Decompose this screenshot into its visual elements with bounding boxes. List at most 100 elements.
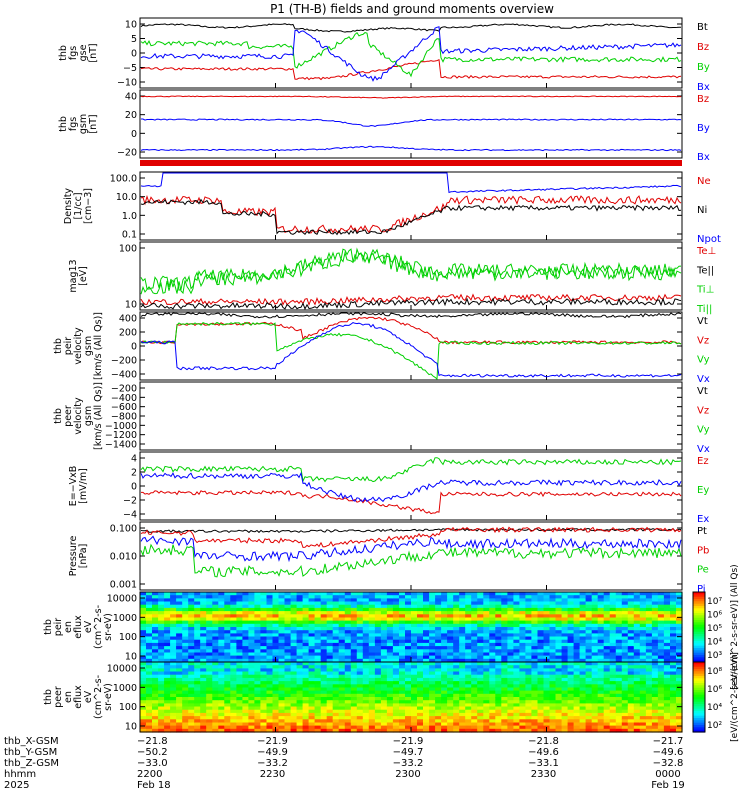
- legend-entry: Bx: [697, 82, 710, 93]
- colorbar-tick-label: 10⁷: [707, 597, 722, 607]
- legend-entry: Pt: [697, 526, 707, 537]
- legend-entry: Ey: [697, 485, 709, 496]
- status-bar: [140, 160, 682, 166]
- y-tick-label: −600: [111, 402, 137, 413]
- y-axis-label: peir: [53, 618, 64, 637]
- series-line: [140, 535, 682, 563]
- legend-entry: Bz: [697, 42, 709, 53]
- ephemeris-value: −32.8: [653, 758, 684, 769]
- y-tick-label: 10: [125, 652, 137, 663]
- ephemeris-value: −33.2: [393, 758, 424, 769]
- y-axis-label: gse: [78, 44, 89, 61]
- y-axis-label: gsm: [83, 336, 94, 356]
- legend-entry: Vt: [697, 386, 708, 397]
- legend-entry: Ex: [697, 514, 709, 525]
- panel-8: 10⁷ 10⁶ 10⁵ 10⁴ 10³ [eV/(cm^2-s-sr-eV)] (All …: [43, 564, 740, 689]
- y-tick-label: −4: [123, 510, 137, 521]
- y-tick-label: 100: [119, 244, 137, 255]
- y-axis-label: thb: [58, 45, 69, 61]
- y-axis-label: thb: [53, 408, 64, 424]
- y-axis-label: sr-eV): [103, 613, 114, 641]
- series-line: [140, 58, 682, 81]
- y-tick-label: 10.0: [116, 192, 137, 203]
- series-line: [141, 490, 682, 515]
- ephemeris-value: −49.6: [528, 747, 559, 758]
- y-axis-label: [km/s (All Qs)]: [93, 382, 104, 450]
- y-axis-label: sr-eV): [103, 683, 114, 711]
- y-tick-label: 100: [119, 702, 137, 713]
- ephemeris-value: 2300: [395, 769, 420, 780]
- legend-entry: Bz: [697, 94, 709, 105]
- y-axis-label: [nT]: [88, 114, 99, 133]
- colorbar-tick-label: 10⁶: [707, 685, 722, 695]
- y-tick-label: 0: [131, 49, 137, 60]
- y-tick-label: −1000: [105, 421, 137, 432]
- legend-entry: By: [697, 62, 710, 73]
- y-axis-label: mag13: [68, 259, 79, 292]
- legend-entry: Te||: [696, 265, 714, 276]
- ephemeris-value: −33.1: [528, 758, 559, 769]
- legend-entry: Pe: [697, 565, 709, 576]
- y-axis-label: [cm−3]: [83, 188, 94, 224]
- ephemeris-value: −49.9: [257, 747, 288, 758]
- y-tick-label: 10: [125, 20, 137, 31]
- series-line: [140, 198, 682, 236]
- y-axis-label: [nPa]: [78, 544, 89, 569]
- series-line: [140, 312, 682, 319]
- y-axis-label: [eV]: [78, 266, 89, 286]
- legend-entry: Vx: [697, 444, 710, 455]
- panel-3: 100 10 mag13 [eV] Te⊥ Te|| Ti⊥ Ti||: [68, 241, 716, 315]
- y-axis-label: peer: [53, 686, 64, 708]
- legend-entry: Bt: [697, 22, 708, 33]
- y-axis-label: [mV/m]: [78, 468, 89, 504]
- y-axis-label: gsm: [78, 114, 89, 134]
- ephemeris-value: −49.7: [393, 747, 424, 758]
- panel-0: 10 5 0 −5 −10 thb fgs gse [nT] Bt Bz By Bx: [58, 17, 710, 93]
- y-tick-label: −5: [123, 63, 137, 74]
- y-tick-label: 100.0: [110, 174, 137, 185]
- ephemeris-value: Feb 19: [651, 780, 685, 791]
- legend-entry: By: [697, 123, 710, 134]
- legend-entry: Vy: [697, 425, 710, 436]
- y-axis-label: en: [63, 621, 74, 633]
- y-tick-label: 0: [131, 129, 137, 140]
- colorbar-tick-label: 10⁶: [707, 611, 722, 621]
- y-axis-label: thb: [43, 619, 54, 635]
- series-line: [140, 31, 682, 78]
- y-axis-label: thb: [53, 338, 64, 354]
- series-line: [140, 172, 682, 194]
- y-tick-label: −400: [111, 393, 137, 404]
- y-tick-label: −1200: [105, 430, 137, 441]
- series-line: [140, 543, 682, 578]
- series-line: [140, 471, 682, 503]
- series-line: [140, 250, 682, 295]
- legend-entry: Bx: [697, 152, 710, 163]
- colorbar-tick-label: 10³: [707, 651, 722, 661]
- y-axis-label: eV: [83, 690, 94, 703]
- y-axis-label: [nT]: [88, 43, 99, 62]
- ephemeris-row-label: hhmm: [4, 769, 36, 780]
- y-tick-label: 100: [119, 632, 137, 643]
- y-tick-label: 4: [131, 454, 137, 465]
- legend-entry: Ez: [697, 456, 709, 467]
- y-tick-label: 1000: [113, 613, 137, 624]
- y-axis-label: fgs: [68, 117, 79, 131]
- series-line: [140, 321, 682, 381]
- y-tick-label: −10: [117, 78, 137, 89]
- y-axis-label: [1/cc]: [73, 192, 84, 219]
- y-tick-label: −400: [111, 370, 137, 381]
- y-tick-label: 20: [125, 110, 137, 121]
- ephemeris-value: −21.9: [257, 736, 288, 747]
- legend-entry: Pb: [697, 545, 709, 556]
- panel-1: 40 20 0 −20 thb fgs gsm [nT] Bz By Bx: [58, 89, 710, 163]
- y-axis-label: Density: [63, 188, 74, 224]
- series-line: [140, 316, 682, 345]
- series-line: [140, 26, 682, 82]
- legend-entry: Vx: [697, 374, 710, 385]
- y-tick-label: 10000: [107, 664, 137, 675]
- series-line: [140, 526, 682, 548]
- ephemeris-value: 2200: [137, 769, 162, 780]
- plot-title: P1 (TH-B) fields and ground moments over…: [270, 2, 554, 16]
- y-axis-label: gsm: [83, 406, 94, 426]
- colorbar-tick-label: 10⁴: [707, 703, 722, 713]
